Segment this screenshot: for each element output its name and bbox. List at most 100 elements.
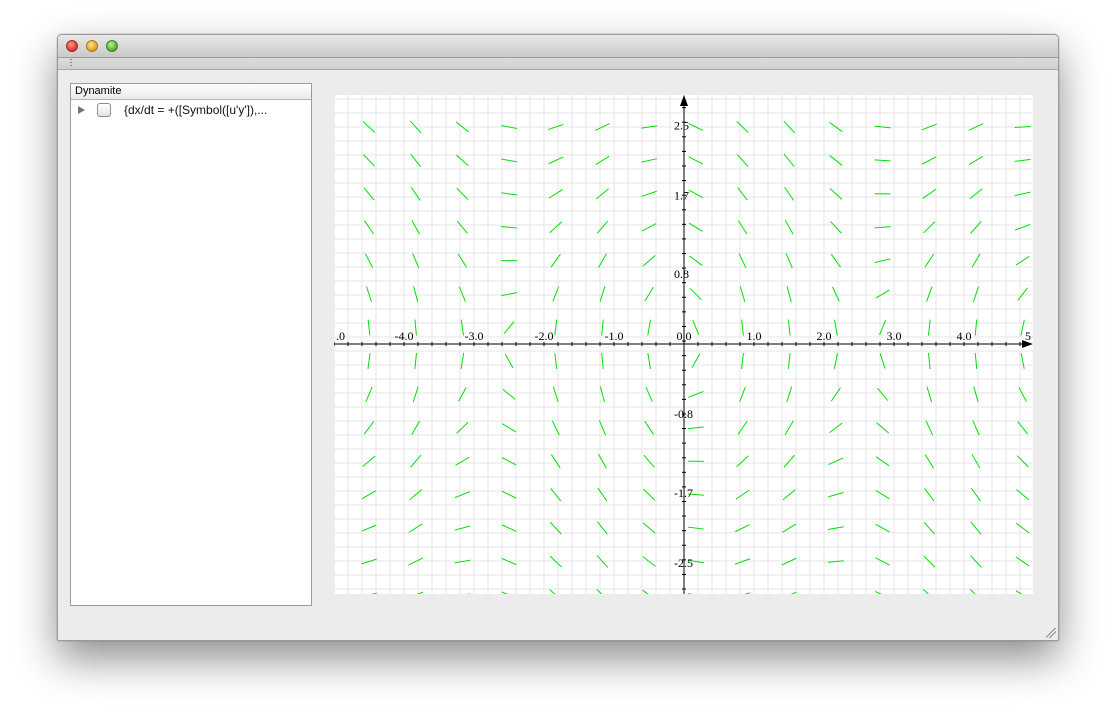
field-segment [832, 286, 840, 302]
disclosure-triangle-icon[interactable] [78, 106, 85, 114]
list-item-system[interactable]: {dx/dt = +([Symbol([u'y']),... [71, 100, 311, 120]
field-segment [643, 454, 655, 468]
zoom-button[interactable] [106, 40, 118, 52]
field-segment [554, 319, 558, 336]
app-window: Dynamite {dx/dt = +([Symbol([u'y']),... … [57, 34, 1059, 641]
field-segment [597, 521, 608, 535]
field-segment [827, 560, 844, 563]
field-segment [501, 524, 517, 532]
field-segment [974, 352, 978, 369]
field-segment [877, 387, 889, 401]
y-tick-label: 1.7 [674, 188, 689, 202]
title-bar[interactable] [58, 35, 1058, 58]
field-segment [739, 286, 746, 302]
field-segment [642, 556, 656, 567]
field-segment [548, 189, 563, 199]
field-segment [601, 319, 604, 336]
field-segment [1015, 522, 1030, 534]
field-segment [736, 455, 749, 468]
field-segment [874, 258, 891, 264]
y-tick-label: -1.7 [674, 486, 693, 500]
grip-handle[interactable] [70, 59, 72, 67]
field-segment [1014, 158, 1031, 162]
field-segment [781, 557, 797, 566]
field-segment [874, 159, 891, 162]
field-segment [830, 253, 841, 268]
field-segment [414, 319, 417, 336]
field-segment [687, 559, 704, 564]
field-segment [783, 454, 795, 468]
field-segment [737, 220, 748, 235]
field-segment [875, 590, 882, 594]
field-segment [971, 454, 981, 469]
field-segment [641, 158, 658, 163]
field-segment [1015, 556, 1030, 567]
field-segment [688, 391, 704, 398]
field-segment [834, 319, 838, 336]
field-segment [1020, 353, 1025, 369]
list-header[interactable]: Dynamite [71, 84, 311, 100]
field-segment [972, 420, 980, 436]
field-segment [595, 188, 609, 200]
field-segment [830, 387, 841, 402]
field-segment [596, 220, 609, 234]
resize-grip-icon[interactable] [1046, 628, 1056, 638]
field-segment [410, 454, 422, 468]
field-segment [361, 558, 377, 565]
field-segment [501, 124, 518, 130]
field-segment [454, 559, 471, 564]
field-segment [647, 352, 651, 369]
field-segment [647, 319, 652, 336]
field-segment [926, 286, 933, 302]
field-segment [969, 188, 983, 200]
field-segment [363, 421, 375, 435]
field-segment [687, 526, 704, 530]
x-tick-label: 5 [1025, 329, 1031, 343]
minimize-button[interactable] [86, 40, 98, 52]
field-segment [692, 319, 700, 336]
field-segment [1014, 191, 1031, 197]
field-segment [875, 557, 890, 566]
close-button[interactable] [66, 40, 78, 52]
field-segment [829, 188, 843, 200]
field-segment [1015, 590, 1023, 594]
field-segment [970, 220, 982, 234]
field-segment [923, 221, 936, 234]
field-segment [409, 120, 422, 134]
x-tick-label: 4.0 [957, 329, 972, 343]
field-segment [370, 592, 377, 594]
field-segment [504, 353, 514, 369]
toolbar-strip [58, 58, 1058, 70]
x-tick-label: 1.0 [747, 329, 762, 343]
field-segment [784, 186, 795, 201]
field-segment [549, 589, 556, 594]
field-segment [501, 192, 518, 196]
field-segment [923, 521, 935, 535]
field-segment [412, 386, 419, 403]
field-segment [501, 225, 518, 229]
phase-plot[interactable]: .0 -4.0 -3.0 -2.0 -1.0 0.0 1.0 2.0 3.0 4.0 5 2.5 1.7… [334, 95, 1033, 594]
x-tick-label: 3.0 [887, 329, 902, 343]
field-segment [457, 253, 468, 268]
field-segment [456, 187, 469, 200]
field-segment [688, 123, 704, 131]
field-segment [971, 253, 981, 268]
field-segment [644, 287, 654, 302]
phase-plot-canvas[interactable]: .0 -4.0 -3.0 -2.0 -1.0 0.0 1.0 2.0 3.0 4.0 5 2.5 1.7… [334, 95, 1033, 594]
field-segment [875, 289, 890, 299]
field-segment [970, 487, 981, 502]
field-segment [595, 123, 610, 131]
field-segment [642, 522, 656, 534]
field-segment [460, 319, 465, 336]
visibility-checkbox[interactable] [97, 103, 111, 117]
field-segment [548, 156, 564, 165]
field-segment [782, 523, 797, 533]
field-segment [1015, 255, 1030, 266]
field-segment [689, 288, 702, 301]
field-segment [828, 492, 844, 498]
y-tick-label: 2.5 [674, 118, 689, 132]
field-segment [924, 454, 934, 469]
field-segment [454, 525, 471, 531]
field-segment [596, 588, 603, 594]
field-segment [644, 420, 655, 435]
